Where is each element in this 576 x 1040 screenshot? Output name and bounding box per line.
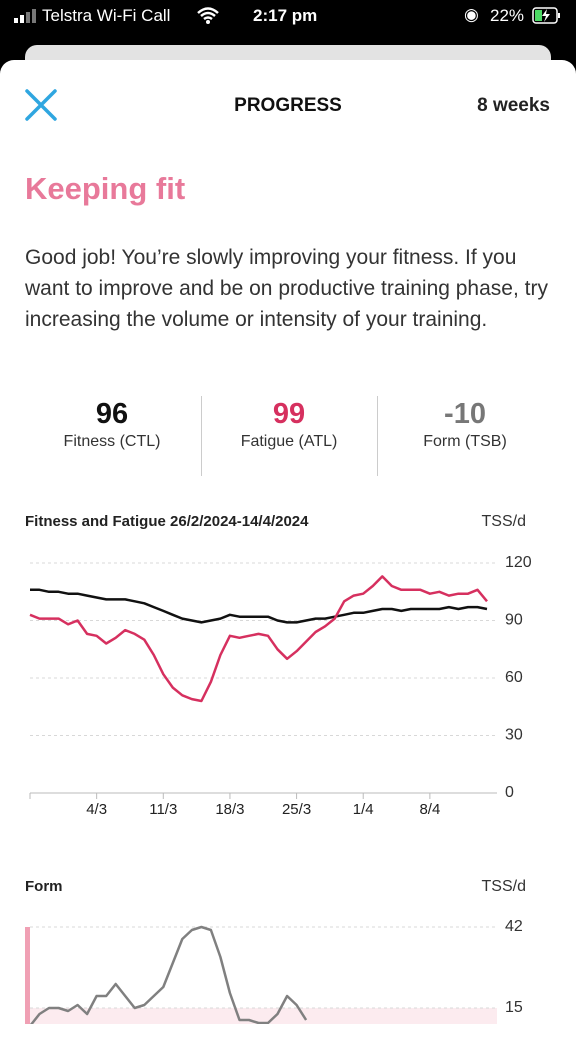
- description: Good job! You’re slowly improving your f…: [25, 246, 548, 331]
- stat-label: Fatigue (ATL): [240, 433, 338, 450]
- series-line: [29, 925, 308, 1024]
- stat: -10 Form (TSB): [377, 396, 552, 476]
- chart-title: Form: [25, 878, 63, 895]
- status-bar: Telstra Wi-Fi Call 2:17 pm ◉ 22%: [8, 0, 568, 32]
- y-tick-label: 60: [505, 669, 523, 686]
- x-tick-label: 4/3: [86, 801, 107, 818]
- x-tick-label: 8/4: [419, 801, 440, 818]
- x-tick-label: 25/3: [282, 801, 311, 818]
- range-selector[interactable]: 8 weeks: [477, 95, 550, 116]
- close-button[interactable]: [24, 88, 58, 122]
- stat-value: 96: [95, 398, 129, 430]
- stat: 96 Fitness (CTL): [25, 396, 199, 476]
- y-tick-label: 0: [505, 784, 514, 801]
- chart-title: Fitness and Fatigue 26/2/2024-14/4/2024: [25, 513, 309, 530]
- battery-icon: [532, 7, 560, 24]
- battery-text: 22%: [490, 6, 525, 25]
- form-zone: [25, 1008, 497, 1024]
- y-tick-label: 90: [505, 612, 523, 629]
- stat-label: Fitness (CTL): [63, 433, 161, 450]
- series-line: [29, 575, 488, 703]
- header-title: PROGRESS: [234, 95, 342, 116]
- lock-icon: ◉: [464, 5, 479, 24]
- carrier: Telstra Wi-Fi Call: [42, 6, 171, 25]
- stat-value: 99: [272, 398, 306, 430]
- x-tick-label: 1/4: [353, 801, 374, 818]
- unit-label: TSS/d: [482, 513, 526, 530]
- y-tick-label: 30: [505, 727, 523, 744]
- heading: Keeping fit: [25, 171, 186, 206]
- stat: 99 Fatigue (ATL): [201, 396, 376, 476]
- progress-sheet: [0, 60, 576, 1040]
- wifi-icon: [197, 7, 219, 24]
- y-tick-label: 120: [505, 554, 532, 571]
- x-tick-label: 18/3: [215, 801, 244, 818]
- y-tick-label: 42: [505, 918, 523, 935]
- unit-label: TSS/d: [482, 878, 526, 895]
- x-tick-label: 11/3: [149, 801, 177, 818]
- stat-label: Form (TSB): [423, 433, 507, 450]
- clock: 2:17 pm: [253, 6, 318, 25]
- stat-value: -10: [444, 398, 486, 430]
- series-line: [30, 588, 488, 624]
- form-zone-marker: [25, 927, 30, 1024]
- stats-row: 96 Fitness (CTL) 99 Fatigue (ATL) -10 Form (T…: [25, 396, 551, 476]
- y-tick-label: 15: [505, 999, 523, 1016]
- signal-icon: [14, 9, 36, 23]
